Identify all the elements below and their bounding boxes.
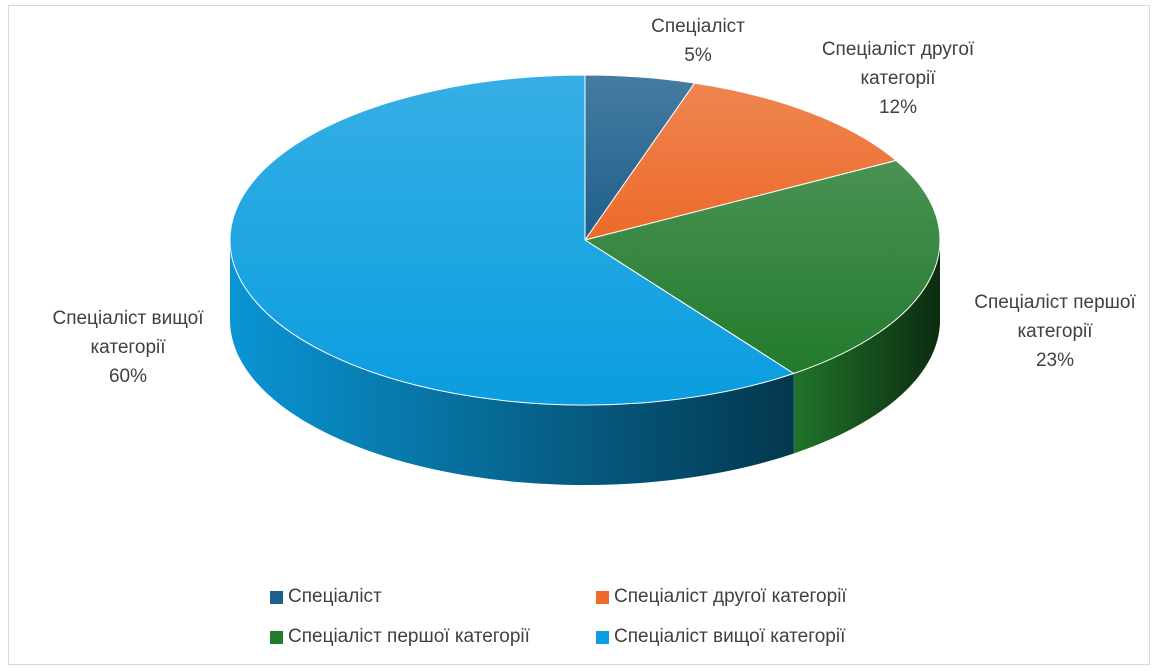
data-label-name: Спеціаліст [651, 16, 745, 37]
legend-swatch [596, 630, 609, 644]
data-label-name: Спеціаліст першої категорії [974, 292, 1136, 342]
legend-item: Спеціаліст другої категорії [596, 585, 847, 609]
legend-label: Спеціаліст другої категорії [614, 586, 847, 607]
data-label-name: Спеціаліст другої категорії [821, 39, 975, 89]
data-label: Спеціаліст 5% [598, 12, 798, 70]
legend-label: Спеціаліст першої категорії [288, 626, 530, 647]
data-label: Спеціаліст вищої категорії 60% [33, 304, 223, 391]
legend-label: Спеціаліст вищої категорії [614, 626, 846, 647]
slice-gloss [229, 75, 794, 406]
legend-label: Спеціаліст [288, 586, 382, 607]
legend-swatch [270, 630, 283, 644]
data-label-name: Спеціаліст вищої категорії [52, 308, 204, 358]
slice-gloss [585, 160, 940, 374]
legend-item: Спеціаліст [270, 585, 382, 609]
data-label-value: 5% [684, 45, 712, 66]
legend-item: Спеціаліст вищої категорії [596, 625, 845, 649]
slice-gloss [585, 83, 897, 240]
data-label-value: 23% [1035, 350, 1075, 371]
legend-swatch [270, 590, 283, 604]
data-label: Спеціаліст першої категорії 23% [960, 288, 1150, 375]
data-label-value: 12% [878, 97, 918, 118]
side-shade [793, 240, 940, 454]
slice-gloss [585, 75, 695, 240]
legend-item: Спеціаліст першої категорії [270, 625, 530, 649]
side-shade [230, 240, 794, 485]
data-label: Спеціаліст другої категорії 12% [806, 35, 991, 122]
legend-swatch [596, 590, 609, 604]
data-label-value: 60% [108, 366, 148, 387]
chart-border [8, 5, 1150, 665]
